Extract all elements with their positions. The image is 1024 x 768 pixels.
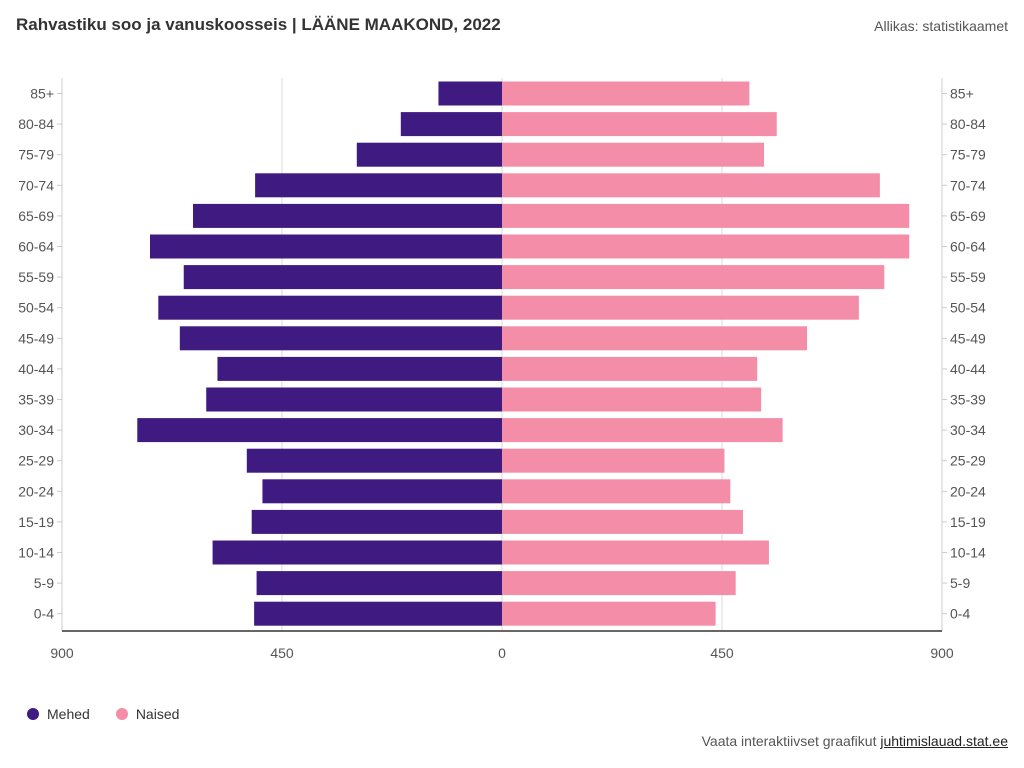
legend: Mehed Naised: [27, 706, 205, 722]
y-tick-label-left: 10-14: [18, 545, 54, 561]
bar-mehed-40-44[interactable]: [217, 356, 502, 381]
y-tick-label-right: 10-14: [950, 545, 986, 561]
y-tick-label-left: 40-44: [18, 361, 54, 377]
bar-mehed-60-64[interactable]: [150, 234, 502, 259]
bar-naised-80-84[interactable]: [502, 112, 777, 137]
y-tick-label-left: 80-84: [18, 116, 54, 132]
y-tick-label-left: 55-59: [18, 269, 54, 285]
y-tick-label-right: 80-84: [950, 116, 986, 132]
axes: [57, 78, 947, 632]
y-tick-label-right: 25-29: [950, 453, 986, 469]
bar-naised-85+[interactable]: [502, 81, 750, 106]
bar-naised-40-44[interactable]: [502, 356, 758, 381]
bar-mehed-75-79[interactable]: [356, 142, 502, 167]
bar-naised-55-59[interactable]: [502, 265, 885, 290]
bar-mehed-10-14[interactable]: [212, 540, 503, 565]
y-tick-label-left: 0-4: [34, 606, 54, 622]
y-tick-label-left: 15-19: [18, 514, 54, 530]
y-tick-label-right: 15-19: [950, 514, 986, 530]
bar-mehed-0-4[interactable]: [254, 601, 502, 626]
chart-title: Rahvastiku soo ja vanuskoosseis | LÄÄNE …: [16, 15, 501, 34]
bar-naised-25-29[interactable]: [502, 448, 725, 473]
footer-link[interactable]: juhtimislauad.stat.ee: [880, 733, 1008, 749]
bar-naised-70-74[interactable]: [502, 173, 880, 198]
y-tick-label-left: 75-79: [18, 147, 54, 163]
y-tick-label-right: 35-39: [950, 392, 986, 408]
y-tick-label-left: 5-9: [34, 575, 54, 591]
legend-label-naised: Naised: [135, 706, 180, 722]
bar-mehed-65-69[interactable]: [193, 203, 502, 228]
bar-mehed-85+[interactable]: [438, 81, 502, 106]
y-tick-label-left: 20-24: [18, 483, 54, 499]
bar-mehed-70-74[interactable]: [255, 173, 502, 198]
bar-mehed-15-19[interactable]: [251, 509, 502, 534]
y-tick-label-left: 30-34: [18, 422, 54, 438]
legend-marker-naised: [115, 708, 128, 720]
y-tick-label-right: 5-9: [950, 575, 970, 591]
x-tick-label: 450: [270, 645, 294, 661]
x-tick-label: 0: [498, 645, 506, 661]
y-tick-label-right: 45-49: [950, 330, 986, 346]
population-pyramid-chart: 900 450 0 450 900 85+ 85+ 80-84 80-84 75-79 75-79 7…: [18, 78, 986, 662]
y-tick-label-right: 20-24: [950, 483, 986, 499]
y-tick-label-left: 70-74: [18, 177, 54, 193]
bar-naised-60-64[interactable]: [502, 234, 910, 259]
y-tick-label-right: 60-64: [950, 239, 986, 255]
bar-naised-0-4[interactable]: [502, 601, 716, 626]
y-tick-label-right: 75-79: [950, 147, 986, 163]
y-tick-label-right: 0-4: [950, 606, 970, 622]
labels: 900 450 0 450 900 85+ 85+ 80-84 80-84 75-79 75-79 7…: [18, 86, 986, 662]
bar-naised-75-79[interactable]: [502, 142, 765, 167]
y-tick-label-right: 55-59: [950, 269, 986, 285]
legend-item-naised[interactable]: Naised: [115, 706, 180, 722]
y-tick-label-left: 50-54: [18, 300, 54, 316]
bar-naised-50-54[interactable]: [502, 295, 859, 320]
bar-naised-35-39[interactable]: [502, 387, 762, 412]
bar-mehed-45-49[interactable]: [179, 326, 503, 351]
bar-mehed-30-34[interactable]: [137, 418, 503, 443]
x-tick-label: 450: [710, 645, 734, 661]
legend-label-mehed: Mehed: [47, 706, 90, 722]
x-tick-label: 900: [50, 645, 74, 661]
y-tick-label-left: 35-39: [18, 392, 54, 408]
bar-naised-15-19[interactable]: [502, 509, 744, 534]
legend-marker-mehed: [27, 708, 39, 720]
bar-naised-65-69[interactable]: [502, 203, 910, 228]
legend-item-mehed[interactable]: Mehed: [27, 706, 90, 722]
bar-naised-5-9[interactable]: [502, 571, 736, 596]
bar-naised-30-34[interactable]: [502, 418, 783, 443]
y-tick-label-right: 50-54: [950, 300, 986, 316]
bars: [137, 81, 910, 626]
bar-naised-20-24[interactable]: [502, 479, 731, 504]
y-tick-label-right: 40-44: [950, 361, 986, 377]
y-tick-label-left: 45-49: [18, 330, 54, 346]
x-tick-label: 900: [930, 645, 954, 661]
bar-naised-45-49[interactable]: [502, 326, 808, 351]
y-tick-label-left: 85+: [30, 86, 54, 102]
y-tick-label-right: 30-34: [950, 422, 986, 438]
bar-mehed-20-24[interactable]: [262, 479, 502, 504]
y-tick-label-right: 70-74: [950, 177, 986, 193]
y-tick-label-left: 65-69: [18, 208, 54, 224]
bar-mehed-5-9[interactable]: [256, 571, 502, 596]
bar-mehed-25-29[interactable]: [246, 448, 502, 473]
source-label: Allikas: statistikaamet: [874, 18, 1008, 34]
y-tick-label-left: 60-64: [18, 239, 54, 255]
footer: Vaata interaktiivset graafikut juhtimisl…: [702, 733, 1008, 749]
footer-text: Vaata interaktiivset graafikut: [701, 733, 877, 749]
y-tick-label-right: 85+: [950, 86, 974, 102]
y-tick-label-right: 65-69: [950, 208, 986, 224]
y-tick-label-left: 25-29: [18, 453, 54, 469]
bar-naised-10-14[interactable]: [502, 540, 769, 565]
bar-mehed-50-54[interactable]: [158, 295, 503, 320]
bar-mehed-80-84[interactable]: [400, 112, 502, 137]
bar-mehed-35-39[interactable]: [206, 387, 502, 412]
bar-mehed-55-59[interactable]: [183, 265, 502, 290]
